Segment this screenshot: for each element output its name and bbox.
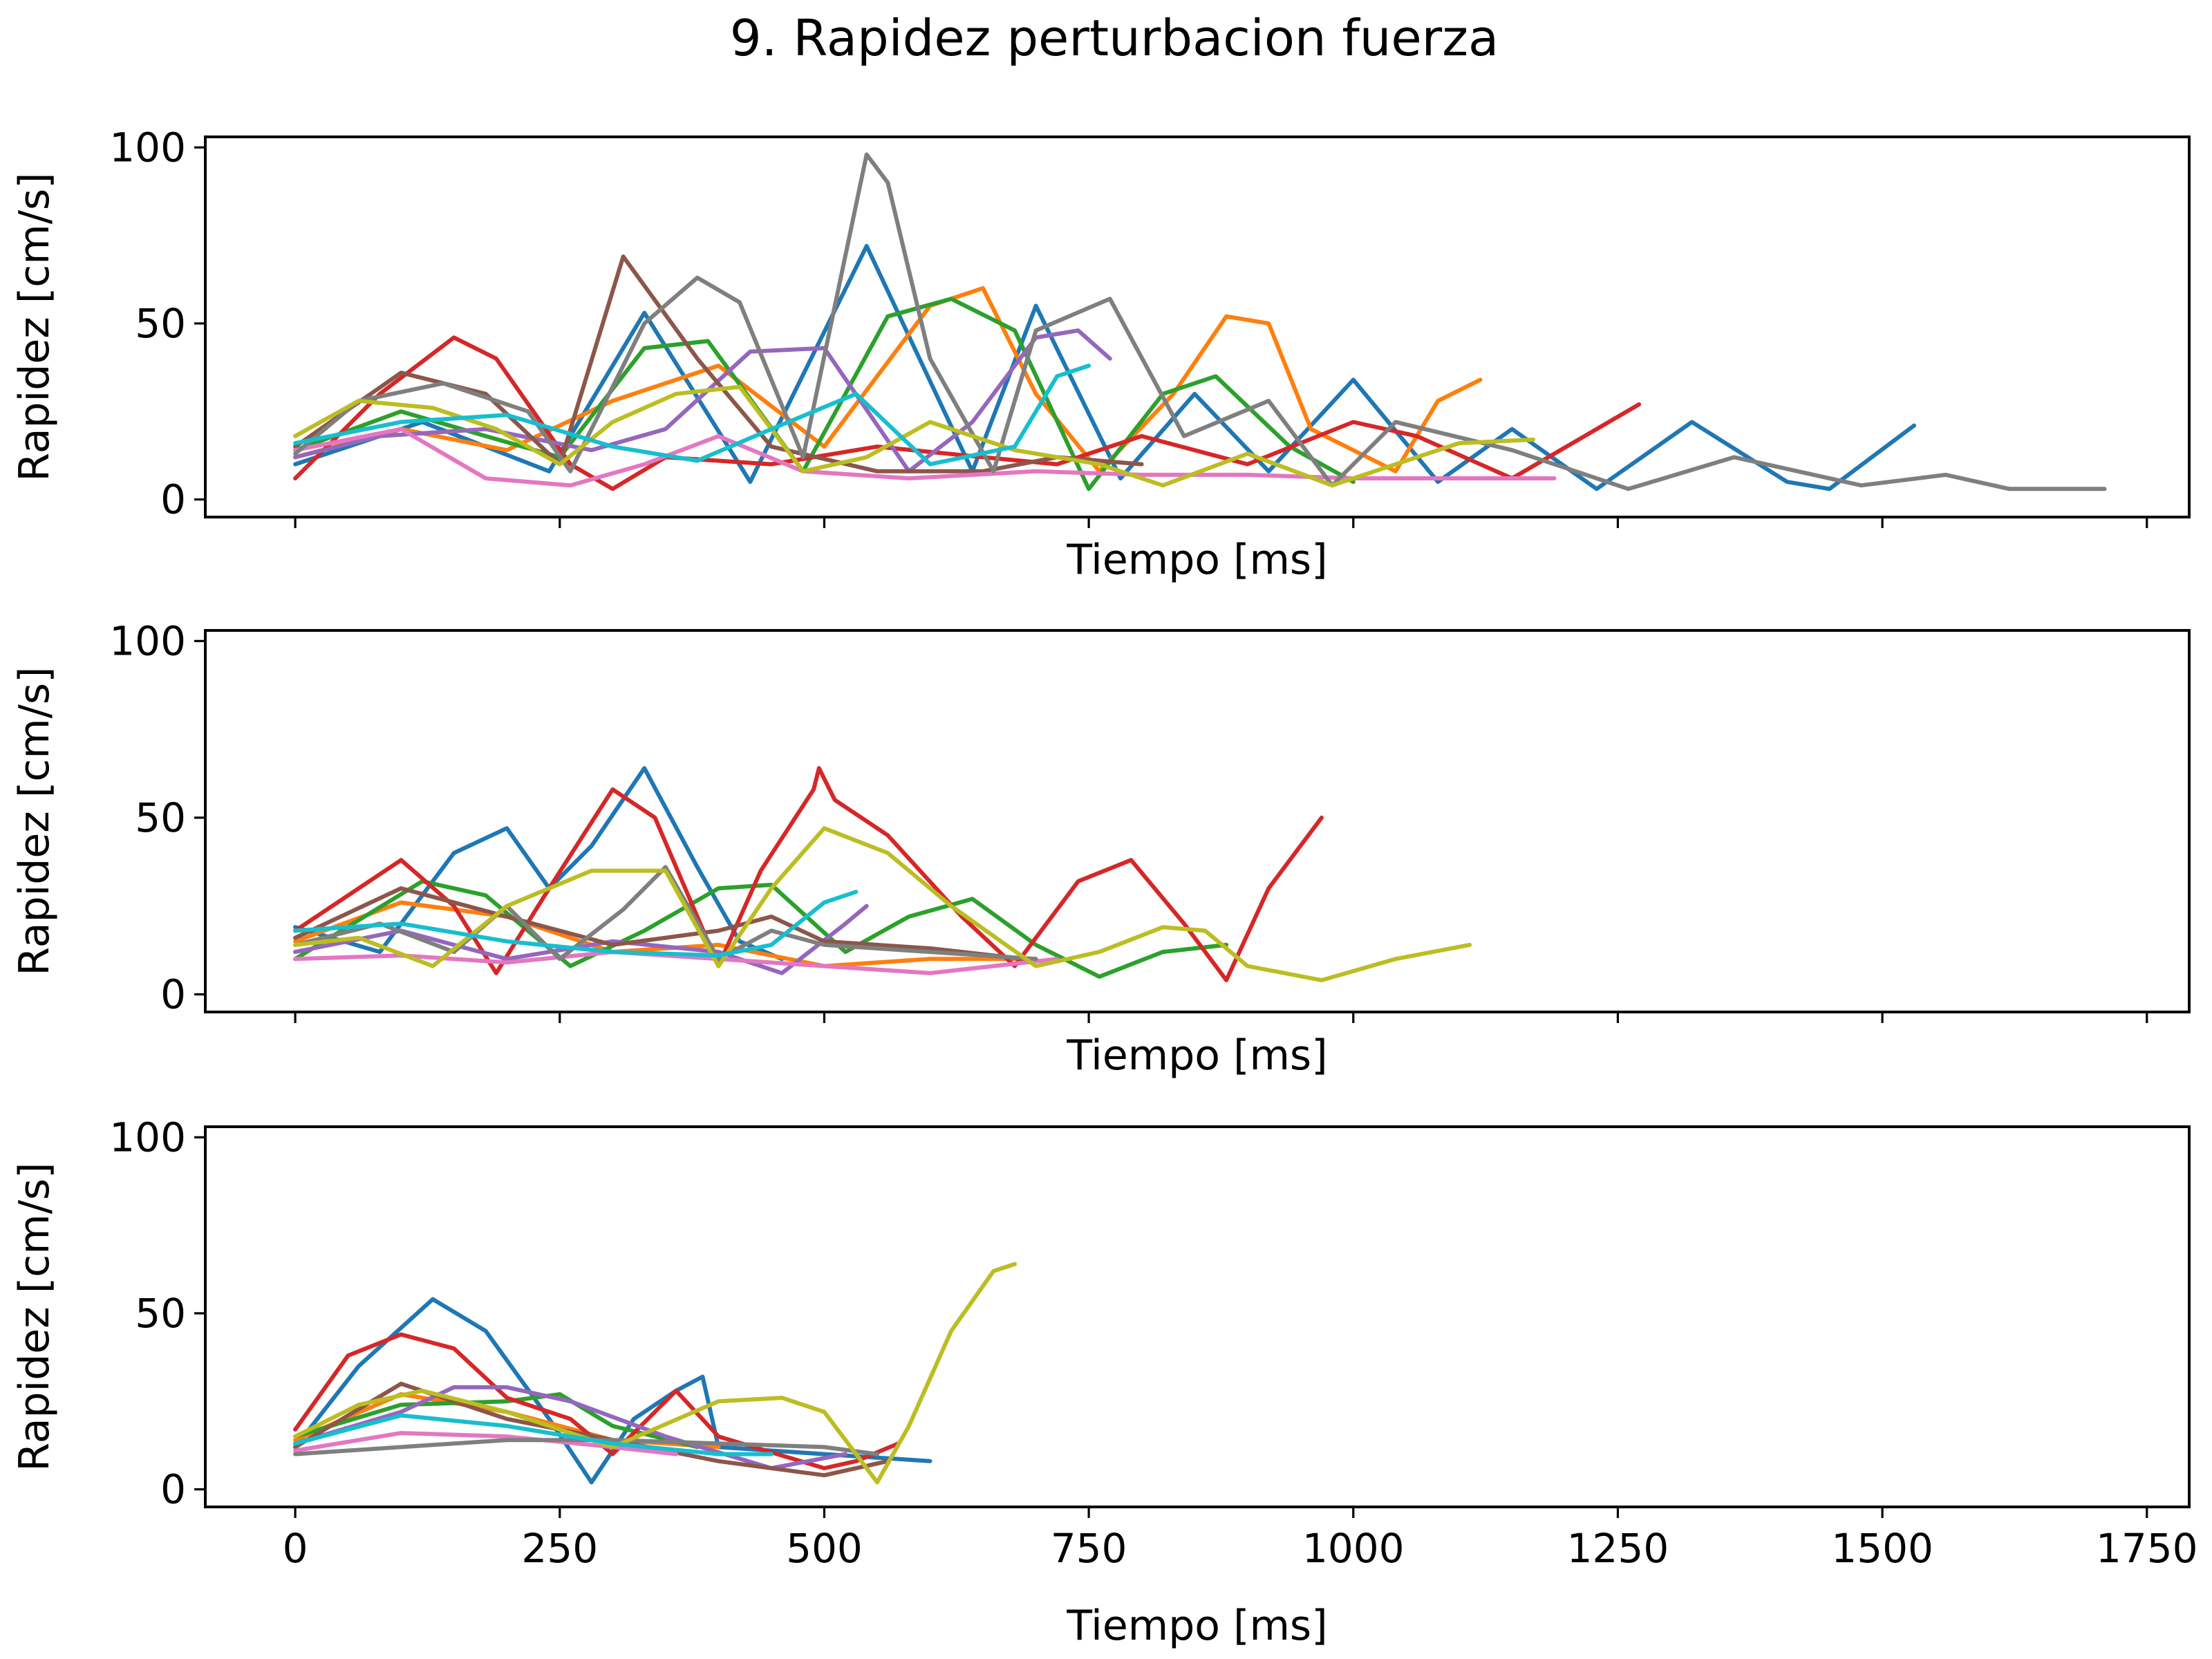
- subplot-1-plot-area: [293, 152, 2107, 491]
- subplot-2-series-line-8: [293, 865, 1038, 962]
- subplot-3-y-axis-label: Rapidez [cm/s]: [10, 1162, 59, 1471]
- subplot-2-series-line-10: [293, 890, 859, 958]
- subplot-3: 0 250 500 750 1000 1250 1500 1750 0 50 100 Tiempo…: [10, 1114, 2198, 1650]
- subplot-2-series-line-5: [293, 903, 869, 975]
- subplot-2-series-line-1: [293, 766, 785, 962]
- subplot-2: 0 50 100 Tiempo [ms] Rapidez [cm/s]: [10, 617, 2191, 1080]
- subplot-1-y-ticks: 0 50 100: [109, 124, 205, 523]
- subplot-3-frame: [204, 1125, 2191, 1508]
- subplot-2-y-tick-label: 100: [109, 617, 186, 664]
- subplot-3-x-axis-label: Tiempo [ms]: [1066, 1602, 1327, 1650]
- subplot-2-y-tick-label: 50: [135, 794, 186, 841]
- subplot-3-x-tick-label: 1750: [2096, 1525, 2198, 1572]
- subplot-3-series-line-3: [293, 1392, 700, 1450]
- subplot-2-x-ticks: [294, 1012, 2148, 1023]
- subplot-3-series-line-8: [293, 1438, 879, 1456]
- subplot-1-y-tick-label: 50: [135, 300, 186, 347]
- subplot-2-frame: [204, 629, 2191, 1013]
- subplot-3-series-line-10: [293, 1413, 774, 1456]
- subplot-3-x-ticks: 0 250 500 750 1000 1250 1500 1750: [283, 1507, 2198, 1572]
- subplot-1-x-ticks: [294, 517, 2148, 528]
- subplot-2-x-axis-label: Tiempo [ms]: [1066, 1031, 1327, 1080]
- subplot-3-x-tick-label: 250: [521, 1525, 598, 1572]
- subplot-2-series-line-4: [293, 766, 1324, 982]
- subplot-3-series-line-1: [293, 1297, 932, 1485]
- subplot-1-frame: [204, 135, 2191, 518]
- subplot-3-x-tick-label: 1500: [1831, 1525, 1933, 1572]
- subplot-3-y-tick-label: 0: [160, 1466, 186, 1513]
- subplot-1-series-line-3: [293, 297, 1356, 491]
- subplot-1-series-line-1: [293, 243, 1916, 491]
- subplot-1: 0 50 100 Tiempo [ms] Rapidez [cm/s]: [10, 124, 2191, 584]
- subplot-1-y-tick-label: 0: [160, 476, 186, 523]
- subplot-2-series-line-6: [293, 886, 1028, 962]
- subplot-1-series-line-5: [293, 328, 1112, 474]
- subplot-1-series-line-2: [293, 286, 1483, 474]
- subplot-1-y-axis-label: Rapidez [cm/s]: [10, 172, 59, 481]
- subplot-1-x-axis-label: Tiempo [ms]: [1066, 536, 1327, 584]
- subplot-3-x-tick-label: 1000: [1302, 1525, 1405, 1572]
- subplot-2-y-ticks: 0 50 100: [109, 617, 205, 1018]
- subplot-3-series-line-5: [293, 1385, 848, 1470]
- figure-title: 9. Rapidez perturbacion fuerza: [730, 9, 1499, 67]
- subplot-3-plot-area: [293, 1262, 1017, 1485]
- subplot-3-x-tick-label: 500: [786, 1525, 863, 1572]
- subplot-3-series-line-7: [293, 1431, 679, 1456]
- subplot-1-series-line-4: [293, 335, 1642, 491]
- subplot-1-series-line-9: [293, 384, 1535, 488]
- subplot-2-plot-area: [293, 766, 1472, 982]
- subplot-1-series-line-7: [293, 427, 1557, 488]
- subplot-1-series-line-10: [293, 364, 1091, 467]
- subplot-3-series-line-9: [293, 1262, 1017, 1485]
- subplot-3-y-ticks: 0 50 100: [109, 1114, 205, 1513]
- subplot-3-x-tick-label: 1250: [1567, 1525, 1669, 1572]
- subplot-2-y-axis-label: Rapidez [cm/s]: [10, 666, 59, 975]
- subplot-2-series-line-9: [293, 826, 1472, 982]
- subplot-3-x-tick-label: 750: [1051, 1525, 1127, 1572]
- subplot-2-series-line-3: [293, 879, 1229, 979]
- subplot-2-y-tick-label: 0: [160, 971, 186, 1018]
- subplot-1-y-tick-label: 100: [109, 124, 186, 171]
- subplot-3-y-tick-label: 50: [135, 1290, 186, 1337]
- subplot-3-y-tick-label: 100: [109, 1114, 186, 1161]
- subplot-3-x-tick-label: 0: [283, 1525, 308, 1572]
